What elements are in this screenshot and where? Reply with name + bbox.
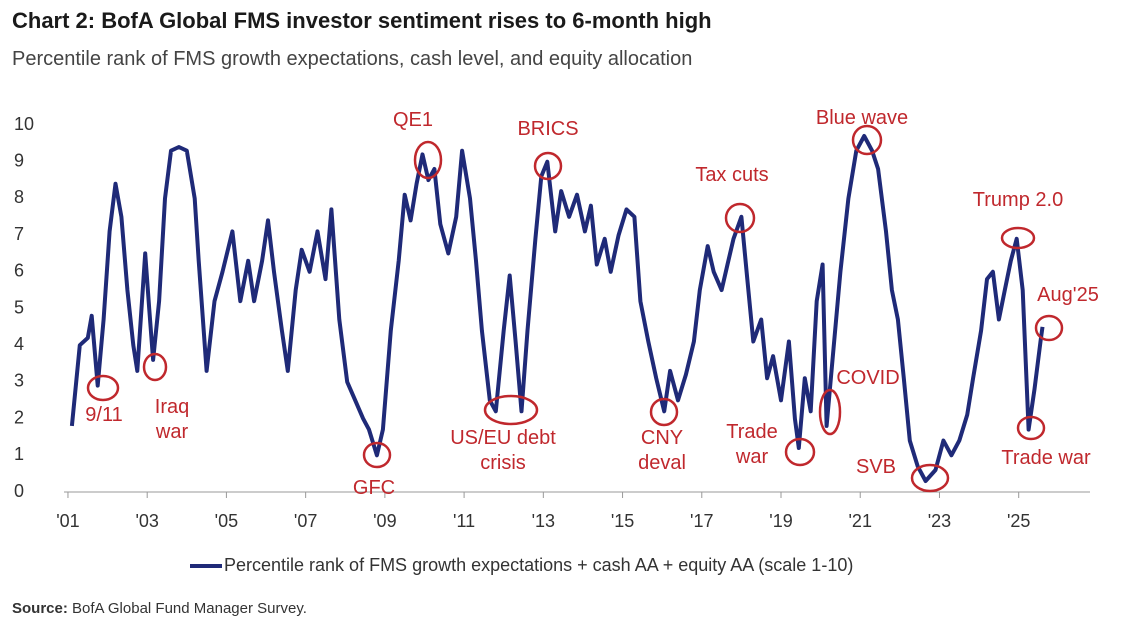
- annotation: CNY deval: [638, 427, 686, 474]
- annotation-circle: [533, 151, 563, 181]
- y-tick-label: 2: [14, 407, 24, 427]
- source: Source: BofA Global Fund Manager Survey.: [12, 600, 307, 617]
- y-tick-label: 4: [14, 334, 24, 354]
- annotation-circle: [724, 202, 756, 234]
- annotation-circle: [1000, 226, 1036, 250]
- annotation: COVID: [836, 367, 900, 389]
- y-tick-label: 6: [14, 261, 24, 281]
- x-tick-label: '23: [928, 511, 951, 531]
- x-tick-label: '17: [690, 511, 713, 531]
- x-tick-label: '09: [373, 511, 396, 531]
- x-tick-label: '21: [849, 511, 872, 531]
- x-tick-label: '07: [294, 511, 317, 531]
- annotation-circle: [362, 441, 392, 469]
- annotation-circle: [86, 374, 120, 402]
- annotation: Aug'25: [1037, 284, 1099, 306]
- chart-title: Chart 2: BofA Global FMS investor sentim…: [12, 8, 712, 33]
- x-tick-label: '15: [611, 511, 634, 531]
- series-line: [69, 134, 1045, 483]
- annotation-circle: [910, 463, 950, 493]
- annotation: Tax cuts: [695, 164, 769, 186]
- annotation-circle: [1034, 314, 1064, 342]
- annotation-circle: [649, 397, 679, 427]
- annotation: Trade war: [726, 421, 778, 468]
- annotation-circle: [818, 388, 842, 436]
- y-tick-label: 5: [14, 297, 24, 317]
- x-tick-label: '03: [135, 511, 158, 531]
- x-tick-label: '19: [769, 511, 792, 531]
- y-tick-label: 7: [14, 224, 24, 244]
- annotation: Blue wave: [815, 107, 909, 129]
- annotation: BRICS: [517, 118, 579, 140]
- x-tick-label: '11: [453, 511, 475, 531]
- source-text: BofA Global Fund Manager Survey.: [72, 600, 307, 617]
- y-tick-label: 8: [14, 187, 24, 207]
- annotation: Iraq war: [154, 396, 190, 443]
- annotation-circle: [142, 352, 168, 382]
- annotation-circle: [784, 437, 816, 467]
- annotation-circle: [851, 124, 883, 156]
- y-tick-label: 9: [14, 150, 24, 170]
- x-tick-label: '05: [215, 511, 238, 531]
- annotation: QE1: [392, 109, 434, 131]
- legend-label: Percentile rank of FMS growth expectatio…: [224, 555, 853, 575]
- annotation: GFC: [352, 477, 396, 499]
- y-tick-label: 10: [14, 114, 34, 134]
- y-tick-label: 1: [14, 444, 24, 464]
- x-tick-label: '13: [532, 511, 555, 531]
- chart-subtitle: Percentile rank of FMS growth expectatio…: [12, 48, 693, 70]
- annotation: US/EU debt crisis: [450, 427, 556, 474]
- y-tick-label: 3: [14, 371, 24, 391]
- annotation: Trade war: [1001, 447, 1091, 469]
- y-tick-label: 0: [14, 481, 24, 501]
- annotation: 9/11: [85, 404, 123, 426]
- annotation-circle: [483, 394, 539, 426]
- x-tick-label: '01: [56, 511, 79, 531]
- annotation: SVB: [855, 456, 897, 478]
- annotation-circle: [413, 140, 443, 180]
- x-tick-label: '25: [1007, 511, 1030, 531]
- annotation: Trump 2.0: [972, 189, 1064, 211]
- annotation-circle: [1016, 415, 1046, 441]
- source-label: Source:: [12, 600, 68, 617]
